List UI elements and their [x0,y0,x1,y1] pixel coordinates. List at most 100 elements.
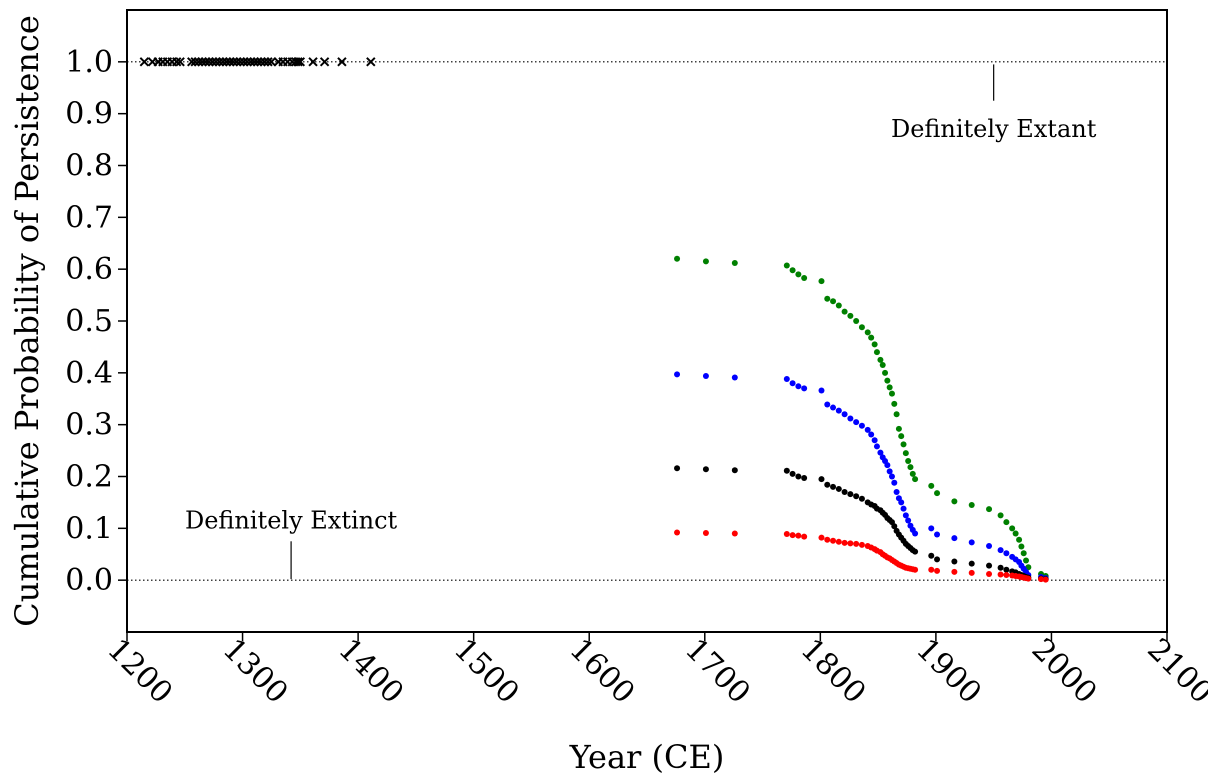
data-point [835,538,842,545]
data-point [986,562,993,569]
data-point [218,57,228,67]
x-tick-label: 2100 [1140,632,1208,711]
data-point [308,57,318,67]
data-point [232,57,242,67]
data-point [886,384,893,391]
data-point [702,529,709,536]
annotation-label-1: Definitely Extinct [185,507,398,535]
series-3 [674,465,1049,583]
y-tick-label: 0.8 [65,149,113,184]
data-point [968,539,975,546]
y-tick-label: 0.2 [65,460,113,495]
series-2 [674,371,1049,582]
data-point [190,57,200,67]
x-tick-label: 1900 [909,632,988,711]
data-point [986,542,993,549]
data-point [211,57,221,67]
data-point [242,57,252,67]
data-point [221,57,232,67]
data-point [900,505,907,512]
data-point [951,568,958,575]
data-point [731,530,738,537]
x-tick-label: 2000 [1025,632,1104,711]
y-tick-label: 0.0 [65,563,113,598]
data-point [853,318,860,324]
data-point [674,255,681,262]
data-point [951,498,958,505]
data-point [905,457,912,464]
data-point [789,532,796,539]
data-point [830,483,837,490]
data-point [1023,557,1030,564]
data-point [847,540,854,547]
data-point [830,537,837,544]
data-point [934,567,941,574]
data-point [295,57,306,67]
data-point [868,334,875,341]
data-point [235,57,245,67]
data-point [830,404,837,411]
data-point [934,490,941,497]
data-point [783,531,790,538]
data-point [891,400,898,407]
data-point [795,271,802,278]
data-point [891,523,898,530]
data-point [795,383,802,390]
data-point [968,502,975,509]
data-point [824,536,831,543]
data-point [898,433,905,440]
data-point [801,475,808,482]
data-point [879,362,886,369]
data-point [928,525,935,532]
x-tick-label: 1600 [563,632,642,711]
data-point [256,57,266,67]
data-point [789,470,796,477]
data-point [801,533,808,540]
data-point [187,57,197,67]
data-point [968,560,975,567]
series-1 [674,255,1049,580]
data-point [873,443,880,450]
y-axis-label: Cumulative Probability of Persistence [8,15,46,627]
data-point [731,374,738,381]
data-point [928,552,935,559]
data-point [1042,576,1049,583]
data-point [912,566,919,573]
data-point [888,390,895,397]
x-tick-label: 1500 [447,632,526,711]
data-point [818,534,825,541]
data-point [1003,519,1010,526]
data-point [204,57,214,67]
data-point [847,312,854,319]
data-point [907,464,914,471]
data-point [214,57,225,67]
data-point [853,419,860,426]
x-tick-label: 1200 [100,632,179,711]
data-point [197,57,207,67]
data-point [986,570,993,577]
data-point [900,441,907,448]
data-point [801,385,808,392]
data-point [795,473,802,480]
data-point [207,57,218,67]
data-point [893,411,900,418]
data-point [1003,571,1010,578]
data-point [1003,566,1010,573]
data-point [912,530,919,537]
data-point [986,506,993,513]
annotation-label-0: Definitely Extant [891,115,1097,143]
data-point [263,57,273,67]
data-point [912,476,919,483]
data-point [847,491,854,498]
data-point [858,495,865,502]
x-tick-label: 1300 [216,632,295,711]
x-axis-label: Year (CE) [569,738,725,776]
data-point [877,449,884,456]
data-point [200,57,211,67]
data-point [1025,575,1032,582]
data-point [1012,530,1019,537]
data-point [795,532,802,539]
data-point [902,450,909,457]
y-tick-label: 0.7 [65,200,113,235]
data-point [997,512,1004,519]
